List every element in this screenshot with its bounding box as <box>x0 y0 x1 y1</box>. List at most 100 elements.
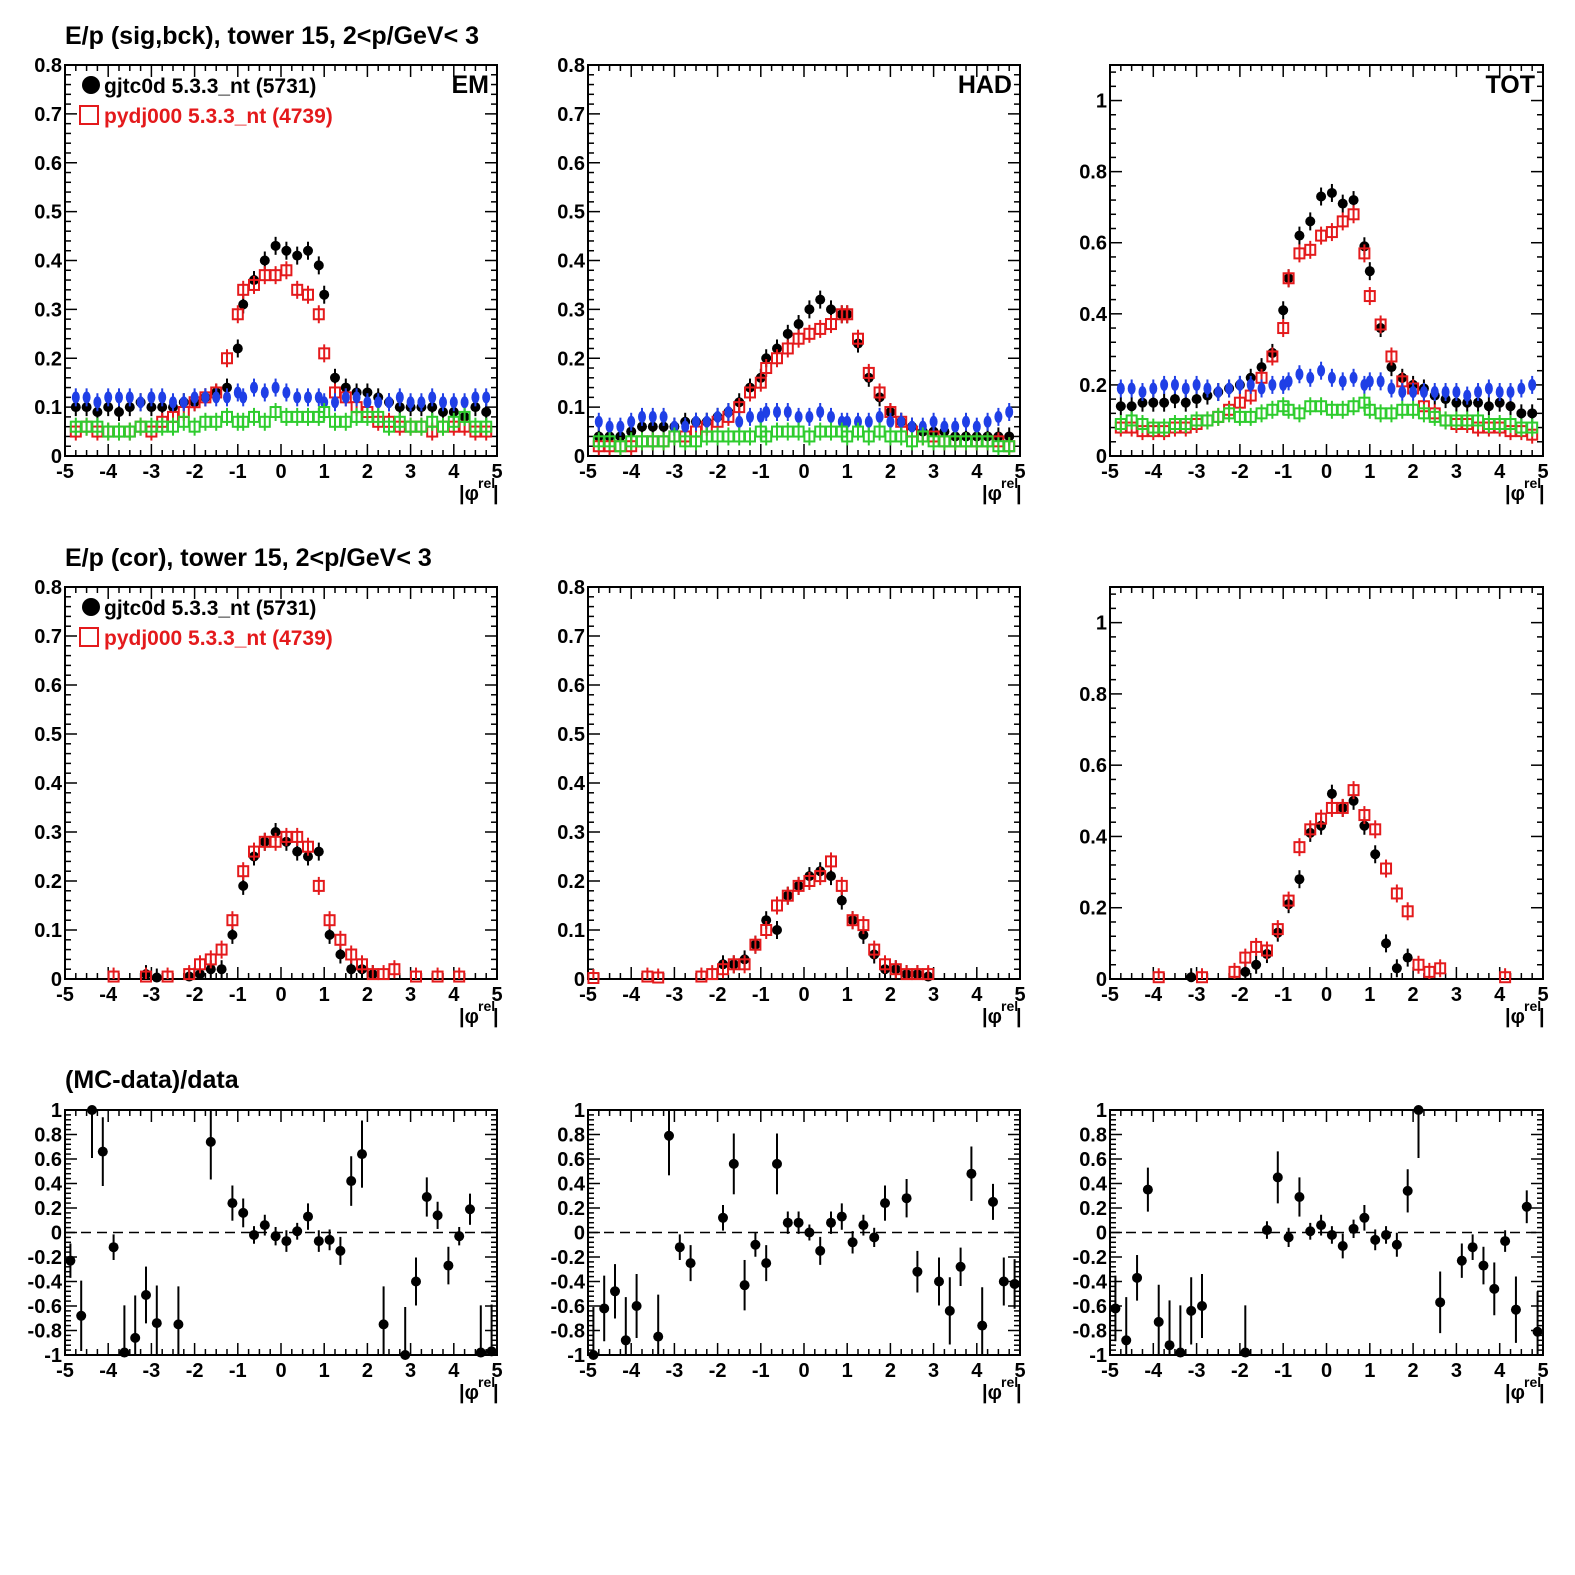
x-tick-label: 3 <box>928 461 939 483</box>
data-point <box>1116 382 1125 395</box>
data-point <box>836 1211 847 1222</box>
x-tick-label: 1 <box>1364 984 1375 1006</box>
data-point <box>1365 375 1374 388</box>
y-tick-label: 0.6 <box>557 675 585 697</box>
data-point <box>771 899 783 912</box>
x-axis-label: |φ <box>982 483 1002 505</box>
data-point <box>1009 1278 1020 1289</box>
y-tick-label: 0.4 <box>557 773 586 795</box>
x-tick-label: 3 <box>405 1360 416 1382</box>
data-point <box>929 415 938 428</box>
x-tick-label: 3 <box>1451 461 1462 483</box>
x-axis-label: |φ <box>982 1382 1002 1404</box>
panel-ratio-HAD: -5 -4 -3 -2 -1 0 1 2 3 4 5-1-0.8-0.6-0.4-0.200.20.… <box>551 1100 1026 1404</box>
data-point <box>988 1196 998 1207</box>
data-point <box>1192 378 1201 391</box>
data-point <box>1180 397 1191 408</box>
series-2 <box>1116 361 1537 405</box>
data-point <box>1402 952 1413 963</box>
data-point <box>1325 226 1338 239</box>
y-tick-label: 0.5 <box>557 202 585 224</box>
data-point <box>1277 322 1290 335</box>
data-point <box>670 420 679 433</box>
data-point <box>292 250 303 261</box>
x-tick-label: -3 <box>1188 984 1206 1006</box>
data-point <box>439 396 447 409</box>
series-0 <box>588 1110 1020 1360</box>
data-point <box>972 420 981 433</box>
data-point <box>1456 1255 1467 1266</box>
data-point <box>1391 963 1402 974</box>
x-axis-label-bar: | <box>1539 483 1545 505</box>
data-point <box>1336 801 1349 814</box>
data-point <box>908 420 916 433</box>
x-tick-label: 5 <box>1014 461 1025 483</box>
data-point <box>372 410 385 423</box>
data-point <box>303 851 313 862</box>
panel-sigbck-TOT: -5 -4 -3 -2 -1 0 1 2 3 4 5 0 0.2 0.4 0.6 0.8 1 |φ rel| TOT <box>1079 64 1549 505</box>
legend-mc-marker <box>79 627 99 647</box>
data-point <box>432 1210 443 1221</box>
data-point <box>222 382 232 393</box>
x-tick-label: -4 <box>622 1360 641 1382</box>
data-point <box>738 958 751 971</box>
x-tick-label: 1 <box>842 1360 853 1382</box>
data-point <box>681 420 690 433</box>
data-point <box>1327 371 1336 384</box>
data-point <box>431 970 444 983</box>
data-point <box>1348 1223 1359 1234</box>
data-point <box>912 1266 923 1277</box>
y-tick-label: 0.4 <box>1079 304 1108 326</box>
plot-frame <box>587 64 1021 457</box>
data-point <box>362 387 373 398</box>
data-point <box>335 949 346 960</box>
x-tick-label: 4 <box>1494 1360 1506 1382</box>
y-tick-label: 0.2 <box>557 871 585 893</box>
x-tick-label: 5 <box>491 1360 502 1382</box>
x-tick-label: -2 <box>186 461 204 483</box>
legend-data-marker <box>82 598 100 616</box>
y-tick-label: 0.6 <box>1079 233 1107 255</box>
data-point <box>1305 1226 1316 1237</box>
y-tick-label: 0.1 <box>557 920 585 942</box>
data-point <box>82 391 91 404</box>
data-point <box>674 1242 685 1253</box>
y-tick-label: 0 <box>574 1223 585 1245</box>
y-tick-label: 0.4 <box>557 251 586 273</box>
data-point <box>955 1261 966 1272</box>
data-point <box>108 1242 119 1253</box>
data-point <box>862 366 875 379</box>
data-point <box>341 391 350 404</box>
x-axis-label: |φ <box>1505 483 1525 505</box>
data-point <box>146 402 157 413</box>
data-point <box>1203 382 1212 395</box>
data-point <box>238 299 249 310</box>
data-point <box>421 1191 432 1202</box>
x-tick-label: 0 <box>1321 461 1332 483</box>
x-tick-label: -2 <box>709 984 727 1006</box>
data-point <box>237 865 250 878</box>
data-point <box>587 972 600 985</box>
data-point <box>826 304 836 315</box>
data-point <box>1181 382 1190 395</box>
data-point <box>291 830 304 843</box>
data-point <box>438 407 448 418</box>
x-tick-label: 0 <box>1321 1360 1332 1382</box>
y-tick-label: 0.3 <box>557 299 585 321</box>
x-tick-label: -5 <box>1101 984 1119 1006</box>
data-point <box>749 938 762 951</box>
x-axis-label: |φ <box>982 1006 1002 1028</box>
y-tick-label: 0.2 <box>1079 375 1107 397</box>
data-point <box>772 1158 782 1169</box>
data-point <box>1374 318 1387 331</box>
x-tick-label: 5 <box>1014 1360 1025 1382</box>
x-tick-label: 0 <box>1321 984 1332 1006</box>
data-point <box>760 362 773 375</box>
data-point <box>183 968 196 981</box>
y-tick-label: -0.2 <box>28 1247 62 1269</box>
data-point <box>620 1335 631 1346</box>
data-point <box>204 953 217 966</box>
data-point <box>1240 966 1251 977</box>
data-point <box>1148 397 1159 408</box>
data-point <box>647 421 658 432</box>
